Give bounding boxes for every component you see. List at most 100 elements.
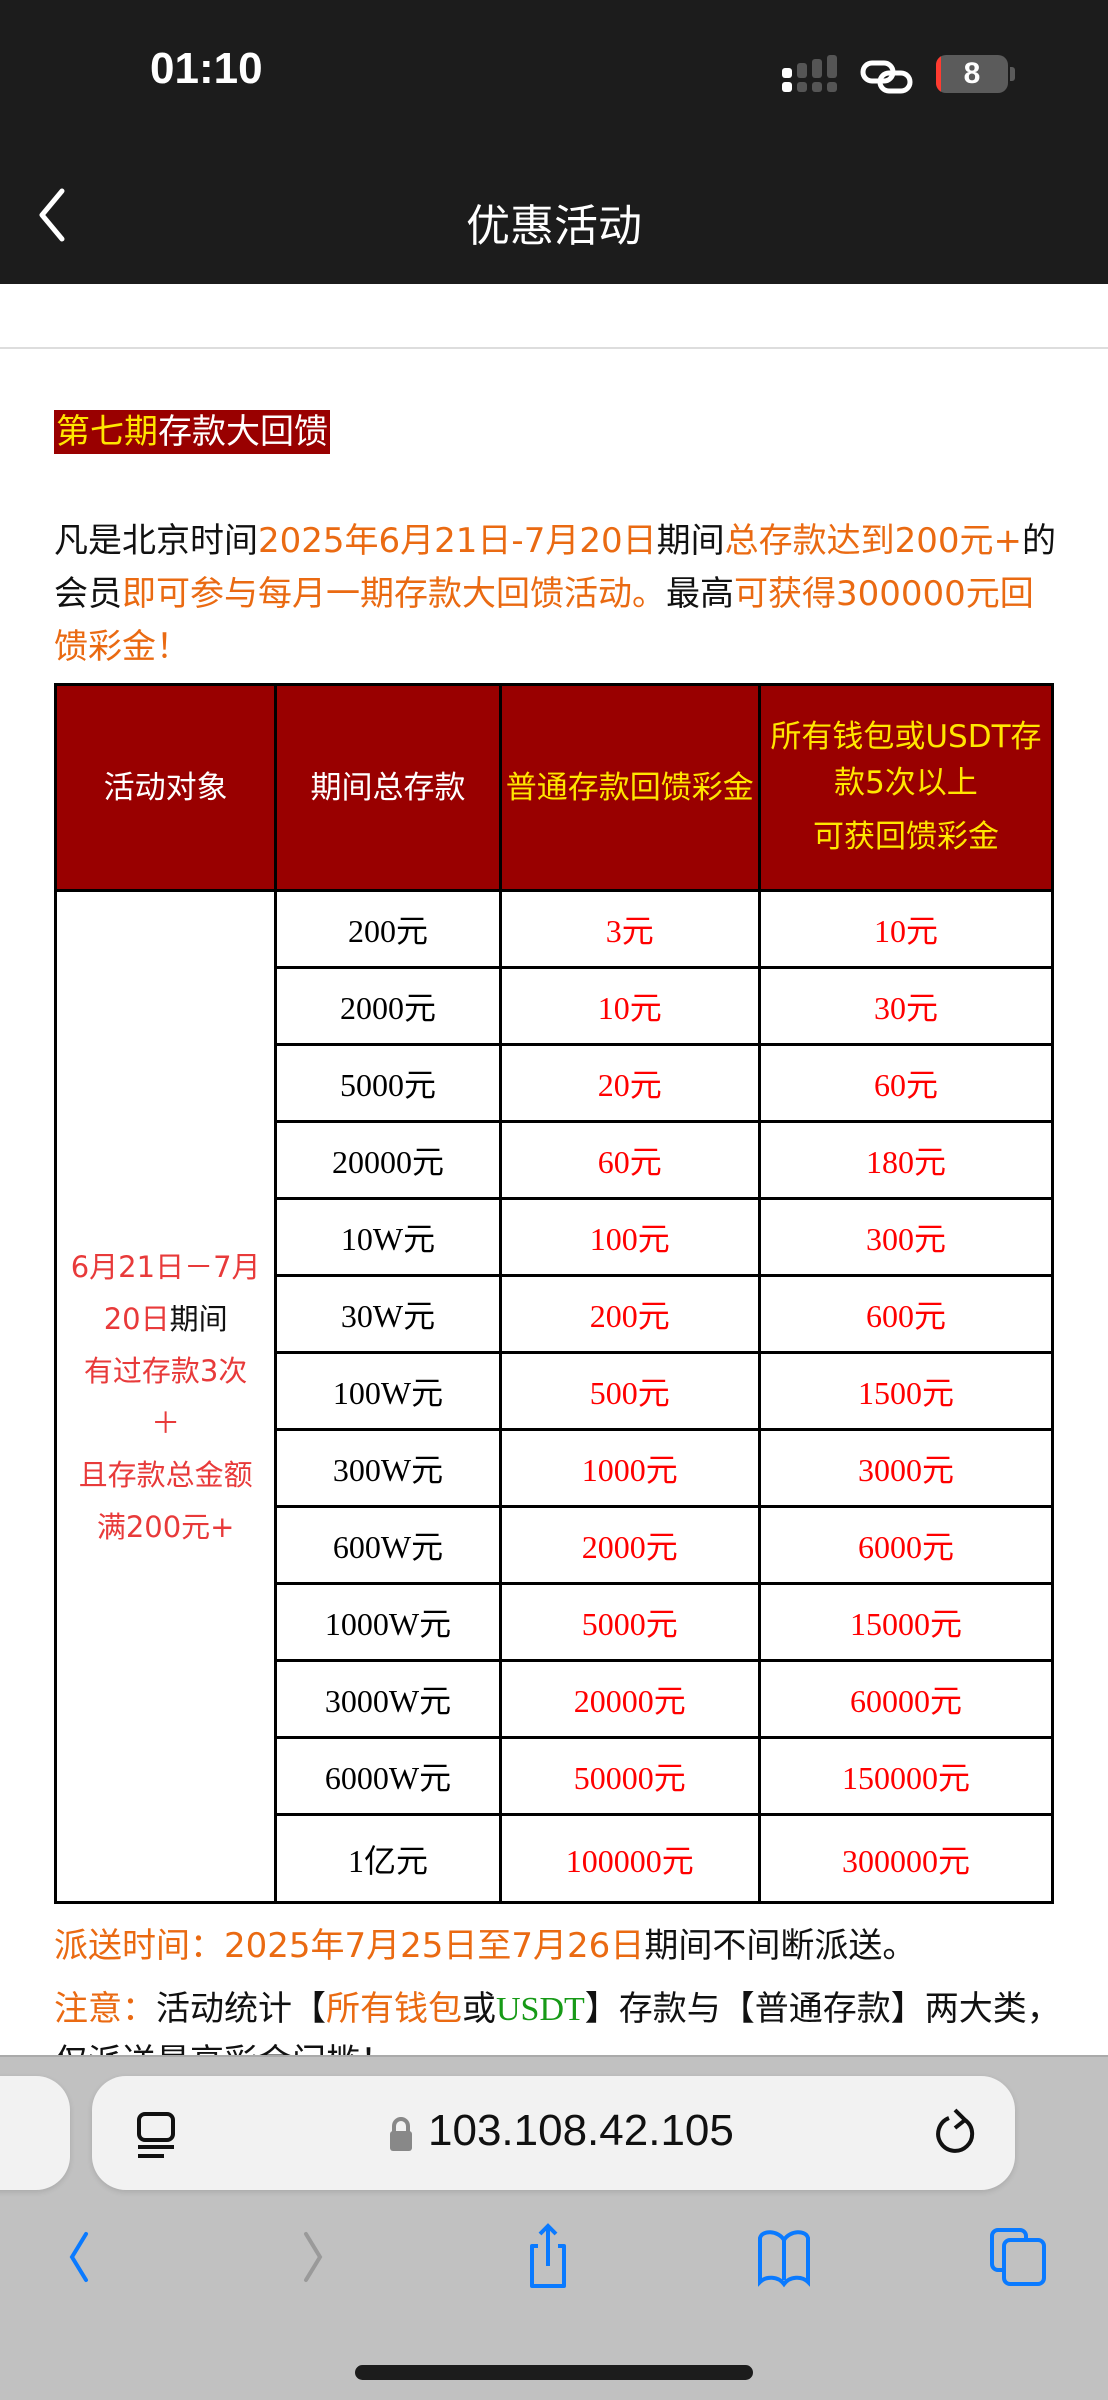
normal-reward-cell: 5000元 (498, 1582, 761, 1662)
deposit-tier-cell: 100W元 (274, 1351, 502, 1431)
intro-text: 期间 (656, 521, 725, 561)
deposit-tier-cell: 2000元 (274, 966, 502, 1046)
normal-reward-cell: 1000元 (498, 1428, 761, 1508)
usdt-reward-cell: 60元 (757, 1043, 1055, 1123)
status-time: 01:10 (150, 44, 263, 93)
notice-text: 或 (462, 1989, 496, 2029)
notice-wallet: 所有钱包 (326, 1989, 462, 2029)
normal-reward-cell: 200元 (498, 1274, 761, 1354)
usdt-reward-cell: 6000元 (757, 1505, 1055, 1585)
top-bar: 01:10 8 优惠活动 (0, 0, 1108, 284)
intro-text: 凡是北京时间 (54, 521, 258, 561)
criteria-plus: ＋ (151, 1405, 181, 1440)
dispatch-time: 2025年7月25日至7月26日 (224, 1926, 645, 1966)
usdt-reward-cell: 300000元 (757, 1813, 1055, 1904)
intro-dates: 2025年6月21日-7月20日 (258, 521, 657, 561)
notice-usdt: USDT (496, 1991, 585, 2028)
share-icon[interactable] (516, 2222, 580, 2292)
notice-text: 活动统计【 (156, 1989, 326, 2029)
banner-text: 存款大回馈 (158, 412, 328, 452)
criteria-period: 6月21日－7月20日期间 (70, 1249, 261, 1336)
table-row: 3000W元 20000元 60000元 (56, 1659, 1055, 1739)
usdt-reward-cell: 30元 (757, 966, 1055, 1046)
intro-paragraph: 凡是北京时间2025年6月21日-7月20日期间总存款达到200元+的会员即可参… (54, 515, 1064, 674)
usdt-reward-cell: 15000元 (757, 1582, 1055, 1662)
deposit-tier-cell: 300W元 (274, 1428, 502, 1508)
table-row: 20000元 60元 180元 (56, 1120, 1055, 1200)
normal-reward-cell: 2000元 (498, 1505, 761, 1585)
table-row: 2000元 10元 30元 (56, 966, 1055, 1046)
table-row: 6000W元 50000元 150000元 (56, 1736, 1055, 1816)
table-row: 10W元 100元 300元 (56, 1197, 1055, 1277)
normal-reward-cell: 3元 (498, 889, 761, 969)
divider (0, 347, 1108, 349)
deposit-tier-cell: 200元 (274, 889, 502, 969)
signal-icon (782, 55, 837, 92)
intro-text: 最高 (666, 574, 734, 614)
browser-back-icon[interactable] (48, 2222, 112, 2292)
table-row: 100W元 500元 1500元 (56, 1351, 1055, 1431)
normal-reward-cell: 100元 (498, 1197, 761, 1277)
header-target: 活动对象 (53, 683, 278, 892)
deposit-tier-cell: 1亿元 (274, 1813, 502, 1904)
reward-table: 活动对象 期间总存款 普通存款回馈彩金 所有钱包或USDT存款5次以上可获回馈彩… (53, 683, 1055, 1904)
intro-highlight: 即可参与每月一期存款大回馈活动。 (122, 574, 666, 614)
deposit-tier-cell: 1000W元 (274, 1582, 502, 1662)
normal-reward-cell: 100000元 (498, 1813, 761, 1904)
deposit-tier-cell: 30W元 (274, 1274, 502, 1354)
deposit-tier-cell: 600W元 (274, 1505, 502, 1585)
dispatch-text: 期间不间断派送。 (644, 1926, 917, 1966)
deposit-tier-cell: 20000元 (274, 1120, 502, 1200)
notice-label: 注意： (54, 1989, 156, 2029)
usdt-reward-cell: 180元 (757, 1120, 1055, 1200)
normal-reward-cell: 20元 (498, 1043, 761, 1123)
table-row: 600W元 2000元 6000元 (56, 1505, 1055, 1585)
page-menu-icon[interactable] (136, 2112, 178, 2160)
link-icon (860, 60, 913, 94)
period-label: 第七期 (56, 412, 158, 452)
reload-icon[interactable] (935, 2106, 979, 2158)
address-bar[interactable] (92, 2076, 1015, 2190)
table-row: 30W元 200元 600元 (56, 1274, 1055, 1354)
deposit-tier-cell: 10W元 (274, 1197, 502, 1277)
normal-reward-cell: 60元 (498, 1120, 761, 1200)
intro-max-reward: 可获得300000元回馈彩金！ (54, 574, 1034, 667)
intro-condition: 总存款达到200元+ (724, 521, 1022, 561)
table-row: 300W元 1000元 3000元 (56, 1428, 1055, 1508)
page-title: 优惠活动 (466, 201, 642, 252)
back-chevron-icon[interactable] (34, 185, 70, 245)
usdt-reward-cell: 600元 (757, 1274, 1055, 1354)
criteria-amount: 且存款总金额满200元+ (78, 1457, 253, 1544)
browser-forward-icon[interactable] (280, 2222, 344, 2292)
normal-reward-cell: 10元 (498, 966, 761, 1046)
table-row: 1亿元 100000元 300000元 (56, 1813, 1055, 1904)
target-criteria-cell: 6月21日－7月20日期间有过存款3次 ＋ 且存款总金额满200元+ (53, 889, 278, 1904)
header-total-deposit: 期间总存款 (274, 683, 502, 892)
usdt-reward-cell: 300元 (757, 1197, 1055, 1277)
deposit-tier-cell: 3000W元 (274, 1659, 502, 1739)
previous-tab-pill[interactable] (0, 2076, 70, 2190)
url-text[interactable]: 103.108.42.105 (428, 2106, 734, 2155)
battery-indicator: 8 (936, 55, 1008, 93)
table-row: 5000元 20元 60元 (56, 1043, 1055, 1123)
deposit-tier-cell: 5000元 (274, 1043, 502, 1123)
usdt-reward-cell: 3000元 (757, 1428, 1055, 1508)
deposit-tier-cell: 6000W元 (274, 1736, 502, 1816)
header-normal-reward: 普通存款回馈彩金 (498, 683, 761, 892)
usdt-reward-cell: 10元 (757, 889, 1055, 969)
header-usdt-line2: 可获回馈彩金 (812, 818, 999, 855)
dispatch-label: 派送时间： (54, 1926, 224, 1966)
dispatch-note: 派送时间：2025年7月25日至7月26日期间不间断派送。 (54, 1918, 1064, 1967)
usdt-reward-cell: 60000元 (757, 1659, 1055, 1739)
bookmarks-icon[interactable] (752, 2222, 816, 2292)
usdt-reward-cell: 1500元 (757, 1351, 1055, 1431)
header-usdt-line1: 所有钱包或USDT存款5次以上 (770, 718, 1042, 801)
tabs-icon[interactable] (988, 2222, 1052, 2292)
home-indicator[interactable] (355, 2365, 753, 2380)
normal-reward-cell: 500元 (498, 1351, 761, 1431)
table-row: 6月21日－7月20日期间 有过存款3次＋且存款总金额满200元+ 200元 3元 10… (53, 889, 1055, 1904)
criteria-count: 有过存款3次 (83, 1353, 248, 1388)
intro-text: 的会员 (54, 521, 1056, 614)
normal-reward-cell: 20000元 (498, 1659, 761, 1739)
promo-banner-title: 第七期存款大回馈 (54, 410, 330, 454)
